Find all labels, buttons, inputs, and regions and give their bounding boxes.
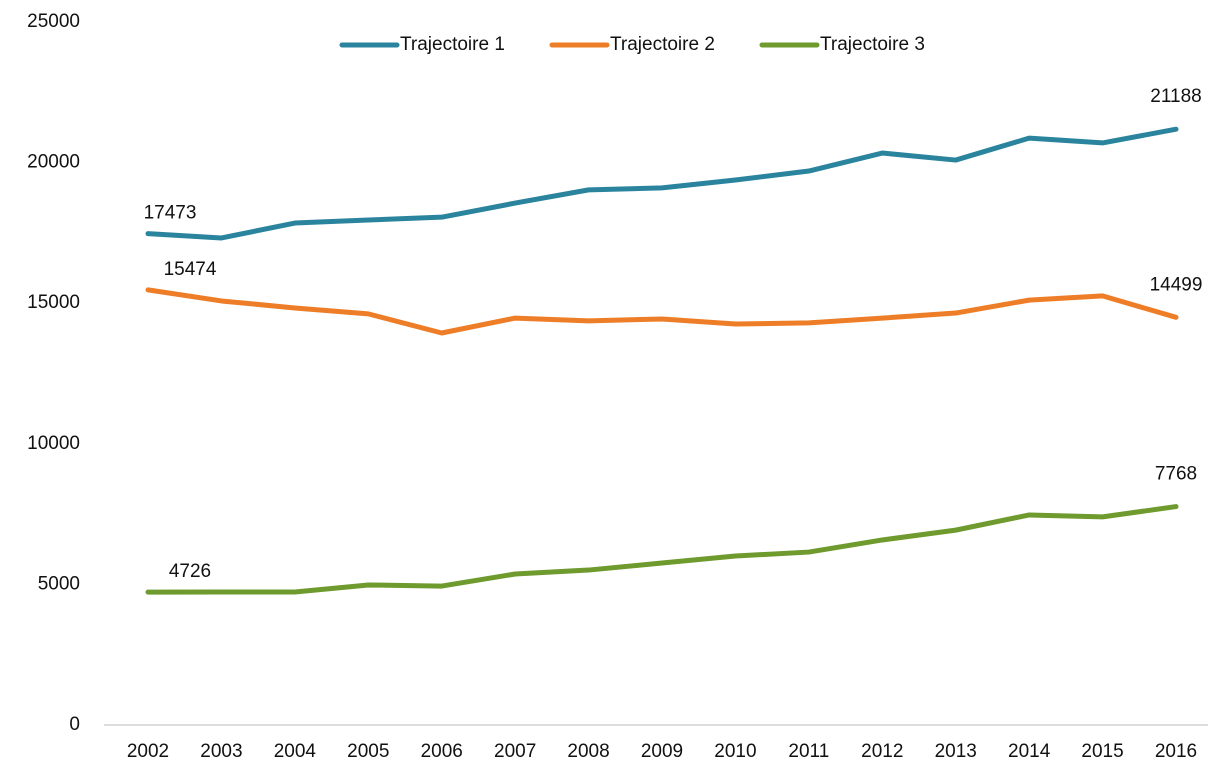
line	[145, 287, 1179, 336]
x-tick-label: 2005	[347, 741, 389, 762]
x-tick-label: 2010	[714, 741, 756, 762]
y-tick-label: 20000	[27, 152, 80, 173]
y-tick-label: 25000	[27, 11, 80, 32]
x-tick-label: 2004	[274, 741, 317, 762]
y-tick-label: 0	[69, 714, 80, 735]
y-tick-label: 5000	[38, 573, 80, 594]
x-tick-label: 2008	[567, 741, 609, 762]
x-tick-label: 2003	[200, 741, 242, 762]
y-tick-label: 15000	[27, 292, 80, 313]
data-label: 21188	[1150, 86, 1201, 107]
x-tick-label: 2007	[494, 741, 536, 762]
x-tick-label: 2016	[1155, 741, 1197, 762]
x-tick-label: 2002	[127, 741, 169, 762]
data-label: 4726	[169, 561, 211, 582]
x-tick-label: 2015	[1081, 741, 1123, 762]
line	[145, 126, 1179, 241]
legend-label: Trajectoire 1	[400, 34, 505, 55]
x-tick-label: 2006	[421, 741, 463, 762]
legend-label: Trajectoire 3	[820, 34, 925, 55]
legend-label: Trajectoire 2	[610, 34, 715, 55]
line	[145, 504, 1179, 595]
x-tick-label: 2012	[861, 741, 903, 762]
data-label: 14499	[1150, 274, 1203, 295]
x-tick-label: 2009	[641, 741, 683, 762]
x-tick-label: 2011	[788, 741, 829, 762]
data-label: 7768	[1155, 464, 1197, 485]
x-tick-label: 2013	[935, 741, 977, 762]
data-label: 17473	[144, 203, 197, 224]
data-label: 15474	[164, 259, 217, 280]
y-tick-label: 10000	[27, 433, 80, 454]
x-tick-label: 2014	[1008, 741, 1051, 762]
